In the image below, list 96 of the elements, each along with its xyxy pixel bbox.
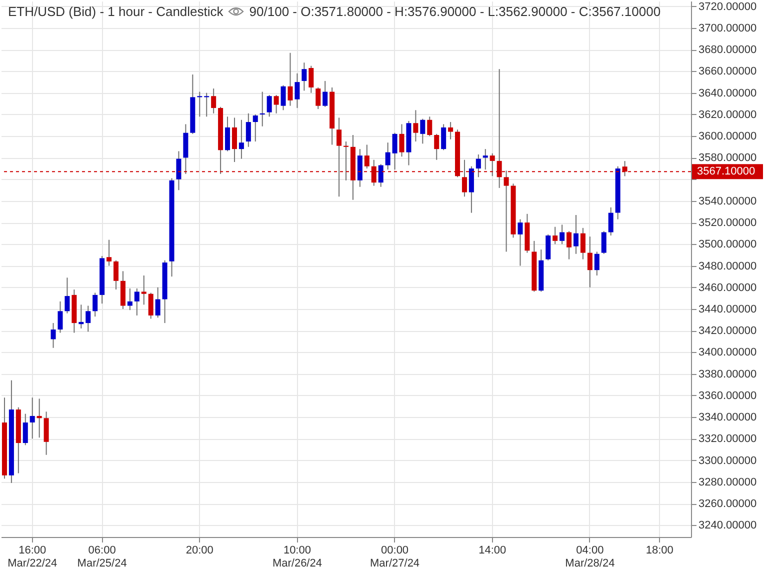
y-tick-label: 3420.00000	[698, 325, 757, 338]
candlestick	[266, 94, 272, 118]
candlestick	[392, 132, 398, 170]
candlestick	[113, 260, 119, 290]
candlestick	[302, 62, 307, 92]
y-tick-label: 3480.00000	[698, 260, 757, 272]
y-tick-label: 3320.00000	[698, 433, 757, 446]
candlestick	[30, 397, 35, 440]
candlestick	[322, 80, 328, 108]
candlestick	[148, 292, 154, 320]
chart-title: ETH/USD (Bid) - 1 hour - Candlestick	[8, 4, 224, 19]
candlestick	[546, 234, 551, 261]
candlestick	[468, 166, 474, 214]
y-tick-label: 3460.00000	[698, 282, 757, 294]
x-tick-label: 20:00	[186, 544, 214, 556]
y-tick-label: 3400.00000	[698, 346, 757, 359]
candlestick	[211, 88, 216, 114]
candlestick	[378, 164, 384, 188]
candlestick	[225, 116, 230, 152]
candlestick	[22, 413, 28, 446]
x-tick-label: 10:00 Mar/26/24	[272, 544, 322, 567]
candlestick	[141, 274, 146, 306]
candlestick	[44, 411, 49, 456]
candlestick	[518, 218, 523, 266]
candlestick	[308, 65, 314, 94]
y-tick-label: 3300.00000	[698, 454, 757, 467]
candlestick	[86, 305, 91, 332]
y-tick-label: 3340.00000	[698, 412, 757, 424]
candlestick	[580, 227, 586, 260]
candlestick	[106, 239, 112, 266]
chart-subtitle: 90/100 - O:3571.80000 - H:3576.90000 - L:3562.90000 - C:3567.10000	[249, 4, 661, 19]
y-tick-label: 3580.00000	[698, 152, 757, 164]
y-tick-label: 3620.00000	[698, 108, 757, 121]
candlestick	[441, 124, 446, 151]
candlestick	[260, 91, 265, 127]
candlestick	[364, 144, 370, 169]
candlestick	[280, 84, 286, 111]
candlestick	[427, 116, 432, 137]
candlestick	[573, 214, 579, 254]
candlestick	[560, 224, 565, 245]
candlestick	[36, 398, 42, 438]
candlestick	[176, 150, 182, 191]
candlestick	[566, 230, 572, 260]
x-tick-label: 06:00 Mar/25/24	[77, 544, 127, 567]
candlestick	[288, 52, 293, 106]
y-tick-label: 3380.00000	[698, 368, 757, 380]
candlestick	[476, 154, 481, 178]
ref-line-label: 3567.10000	[697, 166, 756, 178]
candlestick	[64, 277, 70, 314]
candlestick	[448, 122, 454, 140]
y-tick-label: 3240.00000	[698, 520, 757, 532]
candlestick	[58, 300, 63, 334]
candlestick	[399, 124, 404, 158]
candlestick	[232, 117, 237, 163]
candlestick	[155, 286, 160, 318]
x-tick-label: 16:00 Mar/22/24	[8, 544, 58, 567]
y-tick-label: 3280.00000	[698, 476, 757, 488]
x-tick-label: 00:00 Mar/27/24	[370, 544, 420, 567]
candlestick	[197, 91, 202, 118]
x-tick-label: 18:00	[646, 544, 674, 556]
candlestick	[608, 206, 614, 236]
y-tick-label: 3660.00000	[698, 66, 757, 78]
candlestick	[252, 114, 258, 142]
candlestick	[420, 118, 426, 144]
candlestick	[594, 251, 600, 276]
candlestick	[204, 92, 210, 118]
candlestick	[294, 72, 300, 108]
y-tick-label: 3600.00000	[698, 130, 757, 143]
candlestick	[316, 86, 321, 110]
candlestick	[78, 304, 84, 329]
candlestick	[92, 292, 98, 318]
x-tick-label: 04:00 Mar/28/24	[565, 544, 615, 567]
y-tick-label: 3500.00000	[698, 238, 757, 251]
candlestick	[238, 119, 244, 160]
y-tick-label: 3520.00000	[698, 217, 757, 230]
candlestick	[246, 112, 251, 148]
candlestick	[482, 148, 488, 170]
candlestick	[601, 230, 606, 254]
y-tick-label: 3360.00000	[698, 390, 757, 402]
y-tick-label: 3540.00000	[698, 195, 757, 208]
candlestick	[552, 226, 558, 245]
candlestick	[587, 236, 592, 288]
y-tick-label: 3720.00000	[698, 0, 757, 13]
candlestick	[274, 94, 279, 114]
candlestick	[134, 288, 140, 316]
y-tick-label: 3700.00000	[698, 22, 757, 35]
y-tick-label: 3440.00000	[698, 303, 757, 316]
y-tick-label: 3260.00000	[698, 498, 757, 510]
candlestick	[50, 322, 56, 348]
y-tick-label: 3680.00000	[698, 44, 757, 56]
x-tick-label: 14:00	[478, 544, 506, 556]
candlestick	[413, 110, 418, 142]
y-tick-label: 3640.00000	[698, 87, 757, 100]
candlestick	[385, 142, 390, 170]
candlestick	[127, 288, 132, 311]
candlestick	[434, 133, 440, 160]
